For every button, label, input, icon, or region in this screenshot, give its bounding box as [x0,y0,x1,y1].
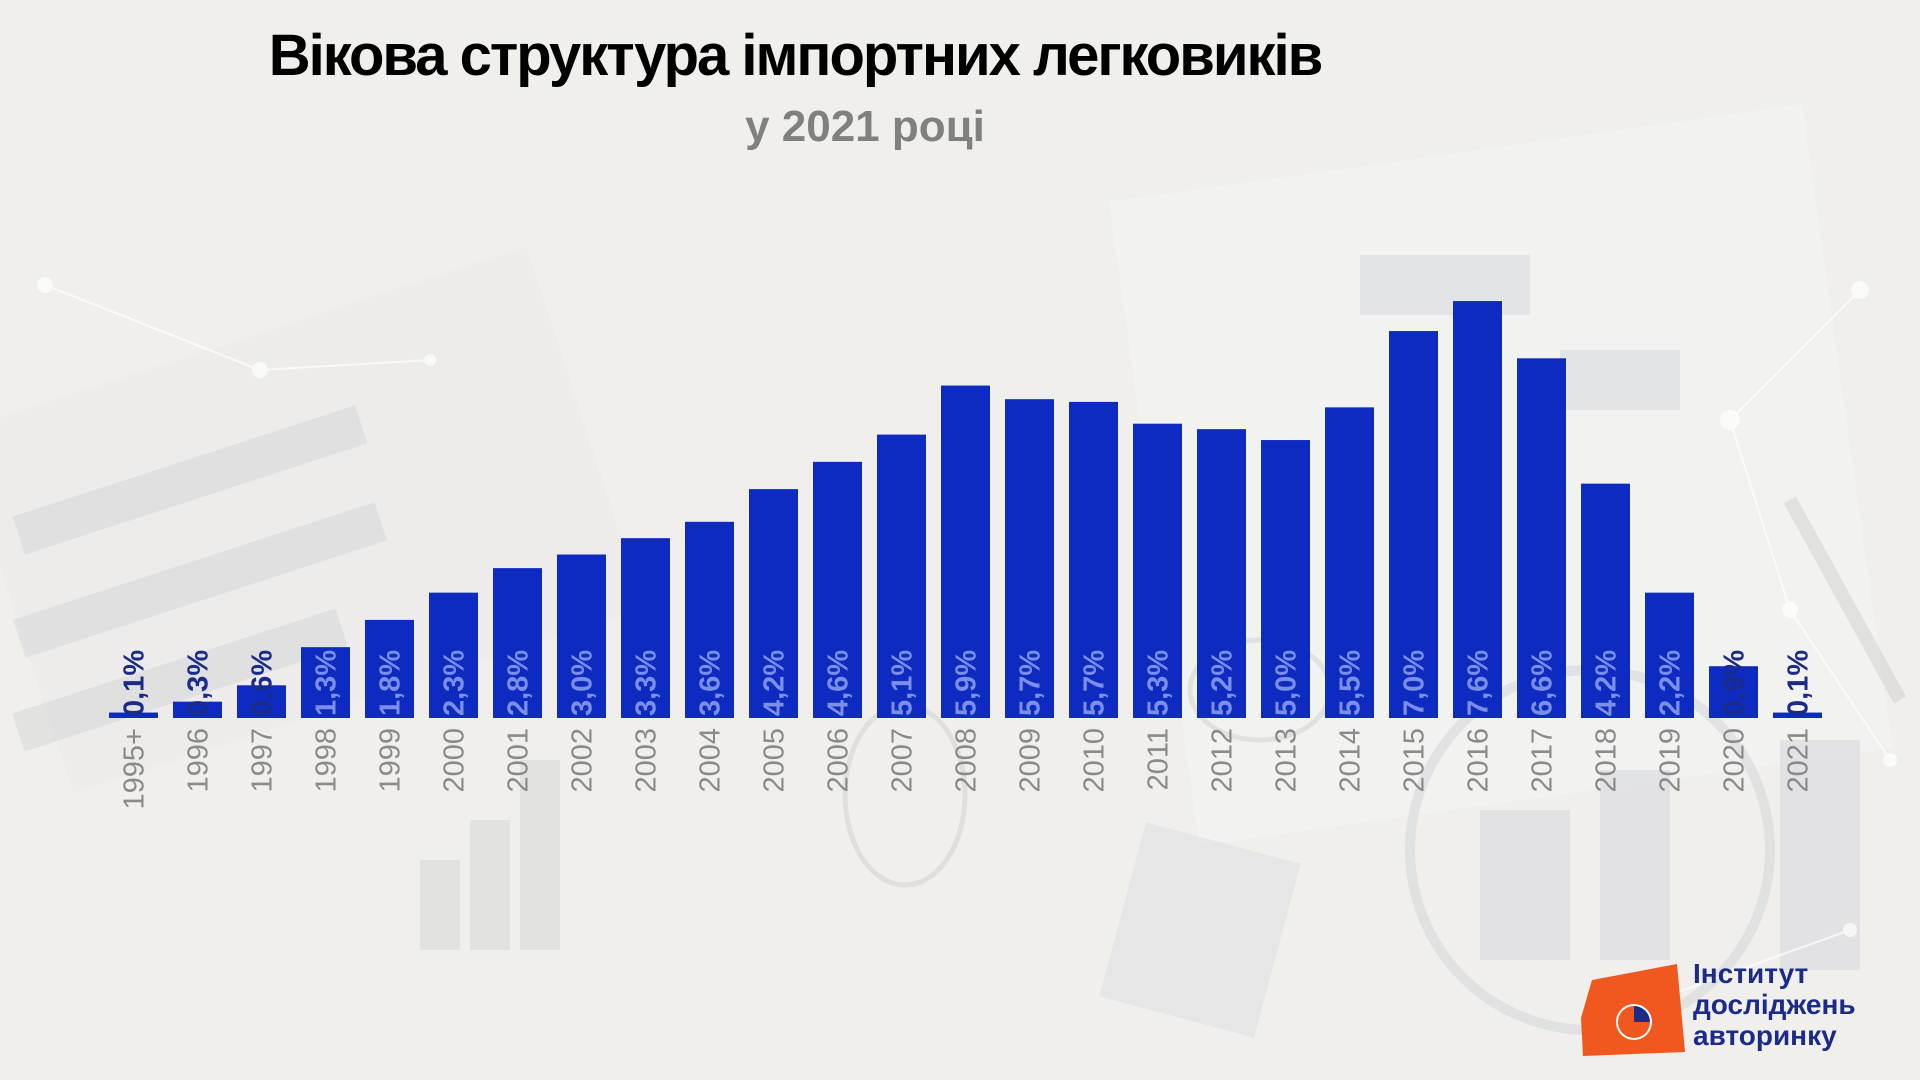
data-label-2009: 5,7% [1015,650,1047,716]
bar-2021 [1773,712,1822,718]
tick-label-1999: 1999 [375,728,407,793]
data-label-2014: 5,5% [1335,650,1367,716]
bar-2016 [1453,301,1502,718]
bar-2019 [1645,592,1694,718]
data-label-1997: 0,6% [247,650,279,716]
bar-1997 [237,685,286,718]
bar-1995+ [109,712,158,718]
tick-label-2018: 2018 [1591,728,1623,793]
chart-subtitle: у 2021 році [745,102,985,151]
chart-title: Вікова структура імпортних легковиків [268,23,1324,88]
data-label-2017: 6,6% [1527,650,1559,716]
tick-label-2019: 2019 [1655,728,1687,793]
tick-label-2020: 2020 [1719,728,1751,793]
data-label-2013: 5,0% [1271,650,1303,716]
data-label-2012: 5,2% [1207,650,1239,716]
tick-label-2006: 2006 [823,728,855,793]
tick-label-1998: 1998 [311,728,343,793]
bar-2006 [813,461,862,718]
tick-label-2021: 2021 [1783,728,1815,793]
data-label-2004: 3,6% [695,650,727,716]
data-label-2011: 5,3% [1143,650,1175,716]
data-label-2018: 4,2% [1591,650,1623,716]
logo-text: Інститут досліджень авторинку [1693,958,1856,1051]
bar-1999 [365,619,414,718]
tick-label-2005: 2005 [759,728,791,793]
data-label-2002: 3,0% [567,650,599,716]
tick-label-2004: 2004 [695,728,727,793]
data-label-1995+: 0,1% [119,650,151,716]
tick-label-2000: 2000 [439,728,471,793]
bar-2004 [685,521,734,718]
data-label-2005: 4,2% [759,650,791,716]
data-label-2016: 7,6% [1463,650,1495,716]
tick-label-1997: 1997 [247,728,279,793]
data-label-2010: 5,7% [1079,650,1111,716]
bar-2009 [1005,399,1054,718]
data-label-1996: 0,3% [183,650,215,716]
bar-2003 [621,538,670,718]
bar-2017 [1517,358,1566,718]
bar-1996 [173,701,222,718]
logo-line-2: досліджень [1693,989,1856,1020]
tick-label-2012: 2012 [1207,728,1239,793]
tick-label-2011: 2011 [1143,728,1175,790]
bar-2005 [749,489,798,718]
bar-2014 [1325,407,1374,718]
tick-label-2017: 2017 [1527,728,1559,793]
bar-2008 [941,385,990,718]
bar-2012 [1197,429,1246,718]
bar-2002 [557,554,606,718]
logo [1581,964,1685,1056]
bar-2015 [1389,331,1438,718]
tick-label-2003: 2003 [631,728,663,793]
bar-2011 [1133,423,1182,718]
bar-2010 [1069,401,1118,718]
tick-label-2001: 2001 [503,728,535,793]
data-label-1999: 1,8% [375,650,407,716]
tick-label-2016: 2016 [1463,728,1495,793]
bar-2000 [429,592,478,718]
bar-2007 [877,434,926,718]
data-label-2000: 2,3% [439,650,471,716]
bar-2013 [1261,440,1310,718]
data-label-2007: 5,1% [887,650,919,716]
data-label-2021: 0,1% [1783,650,1815,716]
data-label-2020: 0,9% [1719,650,1751,716]
data-label-2019: 2,2% [1655,650,1687,716]
data-label-2015: 7,0% [1399,650,1431,716]
tick-label-2013: 2013 [1271,728,1303,793]
tick-label-2015: 2015 [1399,728,1431,793]
tick-label-2009: 2009 [1015,728,1047,793]
tick-label-2002: 2002 [567,728,599,793]
tick-label-2007: 2007 [887,728,919,793]
tick-label-2008: 2008 [951,728,983,793]
tick-label-2010: 2010 [1079,728,1111,793]
tick-label-1995+: 1995+ [119,728,151,809]
bar-2018 [1581,483,1630,718]
logo-line-3: авторинку [1693,1020,1837,1051]
data-label-1998: 1,3% [311,650,343,716]
data-label-2001: 2,8% [503,650,535,716]
data-label-2006: 4,6% [823,650,855,716]
bar-2001 [493,568,542,718]
tick-label-2014: 2014 [1335,728,1367,793]
data-label-2003: 3,3% [631,650,663,716]
bar-2020 [1709,666,1758,718]
logo-line-1: Інститут [1693,958,1809,989]
data-label-2008: 5,9% [951,650,983,716]
tick-label-1996: 1996 [183,728,215,793]
bar-1998 [301,647,350,718]
